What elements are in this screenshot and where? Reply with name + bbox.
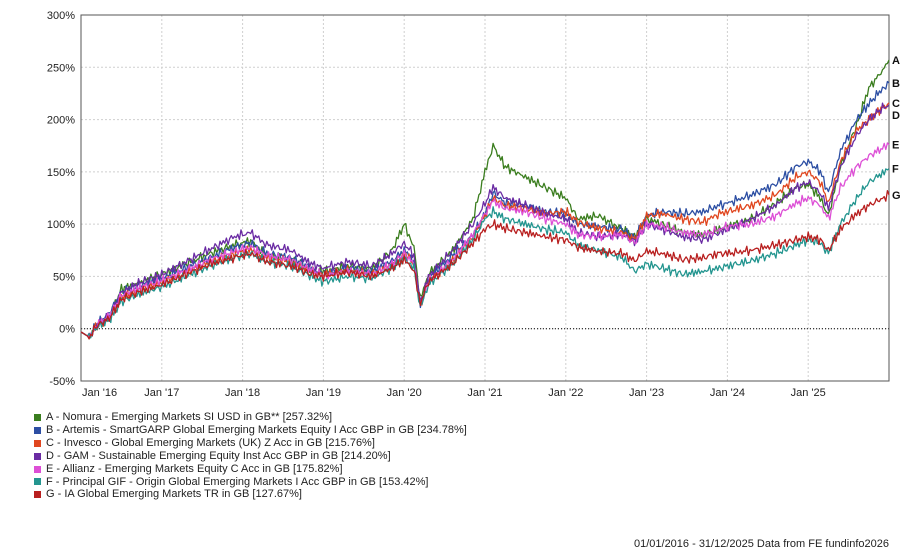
- x-tick-label: Jan '18: [225, 387, 260, 399]
- legend-swatch: [34, 465, 41, 473]
- series-end-label: F: [892, 164, 899, 176]
- x-tick-label: Jan '22: [548, 387, 583, 399]
- series-line-d: [80, 102, 890, 337]
- x-tick-label: Jan '16: [82, 387, 117, 399]
- legend: A - Nomura - Emerging Markets SI USD in …: [34, 411, 467, 501]
- legend-label: A - Nomura - Emerging Markets SI USD in …: [46, 411, 333, 423]
- legend-item-d: D - GAM - Sustainable Emerging Equity In…: [34, 450, 467, 463]
- legend-item-g: G - IA Global Emerging Markets TR in GB …: [34, 488, 467, 501]
- legend-item-e: E - Allianz - Emerging Markets Equity C …: [34, 463, 467, 476]
- series-end-label: D: [892, 110, 900, 122]
- x-axis-ticks: Jan '16 Jan '17 Jan '18 Jan '19 Jan '20 Jan '…: [82, 387, 826, 399]
- legend-item-b: B - Artemis - SmartGARP Global Emerging …: [34, 424, 467, 437]
- y-tick-label: 100%: [47, 219, 75, 231]
- legend-label: B - Artemis - SmartGARP Global Emerging …: [46, 423, 467, 436]
- legend-swatch: [34, 439, 41, 447]
- series-end-label: B: [892, 78, 900, 90]
- plot-frame: [80, 14, 890, 382]
- legend-label: E - Allianz - Emerging Markets Equity C …: [46, 462, 343, 475]
- legend-label: G - IA Global Emerging Markets TR in GB …: [46, 488, 302, 501]
- y-tick-label: 50%: [53, 271, 75, 283]
- series-end-label: C: [892, 98, 900, 110]
- y-tick-label: 300%: [47, 10, 75, 22]
- legend-swatch: [34, 413, 41, 421]
- y-tick-label: 0%: [59, 324, 75, 336]
- x-tick-label: Jan '20: [387, 387, 422, 399]
- y-tick-label: 250%: [47, 62, 75, 74]
- x-tick-label: Jan '25: [791, 387, 826, 399]
- y-tick-label: 150%: [47, 167, 75, 179]
- y-axis-ticks: 300% 250% 200% 150% 100% 50% 0% -50%: [47, 10, 75, 388]
- legend-item-f: F - Principal GIF - Origin Global Emergi…: [34, 476, 467, 489]
- y-tick-label: -50%: [49, 376, 75, 388]
- series-end-label: A: [892, 55, 900, 67]
- x-tick-label: Jan '24: [710, 387, 745, 399]
- legend-swatch: [34, 452, 41, 460]
- data-source-footer: 01/01/2016 - 31/12/2025 Data from FE fun…: [633, 538, 889, 550]
- series-lines: [80, 59, 890, 340]
- x-tick-label: Jan '19: [306, 387, 341, 399]
- legend-swatch: [34, 491, 41, 499]
- y-tick-label: 200%: [47, 115, 75, 127]
- series-end-label: E: [892, 140, 899, 152]
- x-tick-label: Jan '17: [144, 387, 179, 399]
- legend-label: F - Principal GIF - Origin Global Emergi…: [46, 475, 429, 488]
- x-tick-label: Jan '21: [467, 387, 502, 399]
- legend-swatch: [34, 426, 41, 434]
- x-tick-label: Jan '23: [629, 387, 664, 399]
- performance-line-chart: 300%250%200%150%100%50%0%-50% Jan '16 Jan…: [47, 10, 900, 399]
- legend-label: D - GAM - Sustainable Emerging Equity In…: [46, 449, 391, 462]
- legend-item-a: A - Nomura - Emerging Markets SI USD in …: [34, 411, 467, 424]
- legend-label: C - Invesco - Global Emerging Markets (U…: [46, 436, 375, 449]
- series-line-g: [80, 190, 890, 340]
- series-line-e: [80, 142, 890, 338]
- legend-item-c: C - Invesco - Global Emerging Markets (U…: [34, 437, 467, 450]
- series-end-label: G: [892, 190, 900, 202]
- legend-swatch: [34, 478, 41, 486]
